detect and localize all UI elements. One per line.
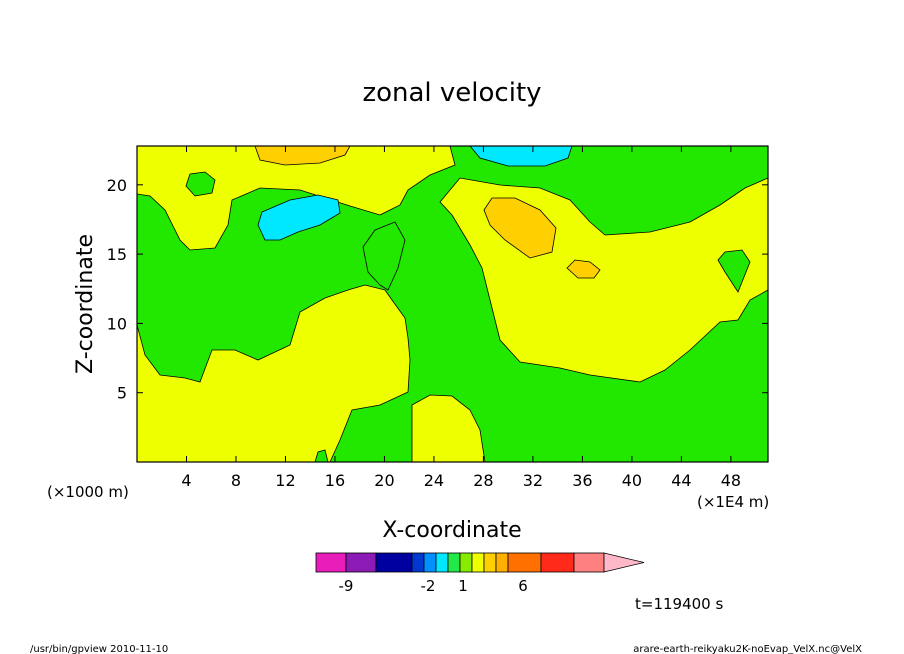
y-tick-label: 5 bbox=[117, 384, 127, 403]
x-tick-label: 36 bbox=[572, 471, 592, 490]
y-axis: 5 10 15 20 bbox=[107, 176, 768, 403]
yellow-region-middle-left bbox=[137, 284, 411, 462]
colorbar-bin bbox=[423, 552, 437, 573]
colorbar-bin bbox=[495, 552, 509, 573]
colorbar-label: 1 bbox=[458, 577, 468, 595]
plot-area bbox=[137, 146, 768, 462]
y-tick-label: 10 bbox=[107, 314, 127, 333]
green-tongue bbox=[362, 221, 406, 291]
yellow-island-small bbox=[185, 171, 216, 197]
x-axis-label: X-coordinate bbox=[382, 518, 521, 543]
y-axis-label: Z-coordinate bbox=[73, 234, 98, 374]
x-tick-label: 44 bbox=[671, 471, 691, 490]
colorbar-label: -2 bbox=[421, 577, 436, 595]
chart-title: zonal velocity bbox=[362, 78, 541, 108]
plot-frame bbox=[136, 145, 769, 463]
colorbar-bin bbox=[375, 552, 413, 573]
yellow-region-bottom-middle bbox=[411, 394, 486, 462]
colorbar-bin bbox=[471, 552, 485, 573]
colorbar-labels: -9 -2 1 6 bbox=[339, 577, 528, 595]
footer-left: /usr/bin/gpview 2010-11-10 bbox=[30, 644, 168, 654]
colorbar-bin bbox=[573, 552, 605, 573]
x-unit-right: (×1E4 m) bbox=[697, 493, 769, 511]
orange-core-center bbox=[483, 197, 557, 259]
x-tick-label: 24 bbox=[424, 471, 444, 490]
x-unit-left: (×1000 m) bbox=[47, 483, 129, 501]
colorbar-bin bbox=[315, 552, 347, 573]
x-tick-label: 32 bbox=[523, 471, 543, 490]
x-tick-label: 8 bbox=[231, 471, 241, 490]
x-axis: 4 8 12 16 20 24 28 32 36 40 44 48 bbox=[181, 146, 741, 490]
y-tick-label: 15 bbox=[107, 245, 127, 264]
x-tick-label: 4 bbox=[181, 471, 191, 490]
time-label: t=119400 s bbox=[635, 595, 723, 613]
y-tick-label: 20 bbox=[107, 176, 127, 195]
x-tick-label: 48 bbox=[721, 471, 741, 490]
green-blob-bottom bbox=[314, 449, 329, 462]
colorbar-label: -9 bbox=[339, 577, 354, 595]
x-tick-label: 16 bbox=[325, 471, 345, 490]
footer-right: arare-earth-reikyaku2K-noEvap_VelX.nc@Ve… bbox=[633, 644, 862, 654]
colorbar-bin bbox=[447, 552, 461, 573]
orange-core-top-left bbox=[254, 146, 351, 166]
x-tick-label: 40 bbox=[622, 471, 642, 490]
x-tick-label: 12 bbox=[275, 471, 295, 490]
colorbar-bin bbox=[435, 552, 449, 573]
colorbar-bin bbox=[507, 552, 542, 573]
yellow-region-upper-left bbox=[137, 146, 456, 251]
colorbar bbox=[315, 552, 645, 573]
colorbar-label: 6 bbox=[518, 577, 528, 595]
colorbar-bin bbox=[459, 552, 473, 573]
cyan-core-left bbox=[257, 194, 341, 241]
colorbar-arrow bbox=[603, 552, 645, 573]
orange-core-small bbox=[566, 259, 601, 279]
x-tick-label: 20 bbox=[374, 471, 394, 490]
colorbar-bin bbox=[345, 552, 377, 573]
x-tick-label: 28 bbox=[473, 471, 493, 490]
green-right-edge bbox=[717, 249, 751, 293]
colorbar-bin bbox=[411, 552, 425, 573]
cyan-core-top bbox=[469, 146, 573, 167]
colorbar-bin bbox=[483, 552, 497, 573]
colorbar-bin bbox=[540, 552, 575, 573]
